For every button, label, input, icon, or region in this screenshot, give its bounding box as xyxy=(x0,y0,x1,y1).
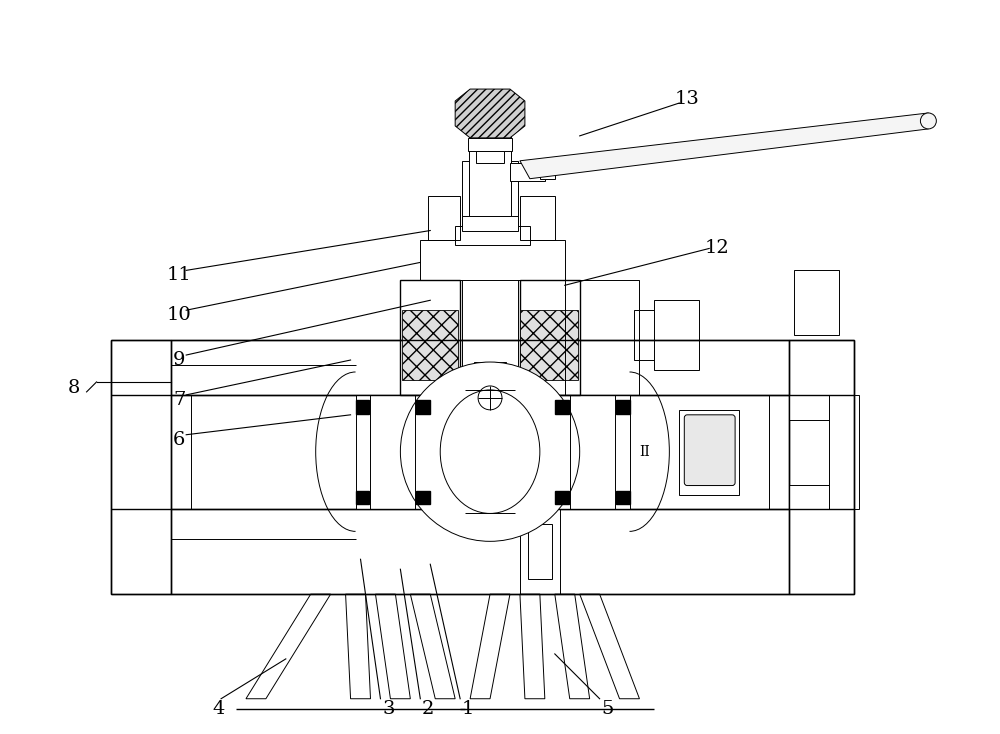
Bar xyxy=(356,400,369,414)
Bar xyxy=(540,169,555,178)
Bar xyxy=(679,410,739,495)
Text: 5: 5 xyxy=(601,700,614,718)
Bar xyxy=(462,161,518,395)
Bar xyxy=(356,395,430,509)
Bar xyxy=(829,395,859,509)
Bar xyxy=(794,270,839,335)
Circle shape xyxy=(400,362,580,542)
Polygon shape xyxy=(455,89,525,138)
Bar xyxy=(789,395,829,420)
Text: 3: 3 xyxy=(382,700,395,718)
Bar xyxy=(455,225,530,245)
Text: 10: 10 xyxy=(167,306,192,324)
Bar xyxy=(616,400,630,414)
Bar xyxy=(356,490,369,504)
Text: II: II xyxy=(639,445,650,459)
Bar xyxy=(171,509,789,594)
Bar xyxy=(462,216,518,230)
Bar xyxy=(789,340,854,594)
FancyBboxPatch shape xyxy=(684,415,735,486)
Bar xyxy=(510,163,545,181)
Bar xyxy=(520,280,580,395)
Bar xyxy=(697,428,717,468)
Bar xyxy=(428,196,460,241)
Bar xyxy=(520,280,580,395)
Text: 9: 9 xyxy=(173,351,185,369)
Bar xyxy=(555,400,569,414)
Bar xyxy=(171,509,789,594)
Text: 4: 4 xyxy=(213,700,225,718)
Bar xyxy=(565,280,639,395)
Bar xyxy=(476,150,504,163)
Bar xyxy=(789,340,854,594)
Bar xyxy=(171,340,789,395)
Bar xyxy=(555,490,569,504)
Text: 2: 2 xyxy=(422,700,434,718)
Bar xyxy=(400,280,460,395)
Bar xyxy=(111,340,171,594)
Text: 6: 6 xyxy=(173,431,185,448)
Bar xyxy=(416,490,430,504)
Bar xyxy=(616,490,630,504)
Bar xyxy=(520,310,578,380)
Text: 12: 12 xyxy=(705,239,730,258)
Bar xyxy=(111,340,171,594)
Bar xyxy=(794,270,839,335)
Text: 8: 8 xyxy=(67,379,80,397)
Bar xyxy=(520,509,560,594)
Bar xyxy=(171,340,789,395)
Bar xyxy=(469,111,511,216)
Circle shape xyxy=(920,113,936,129)
Bar xyxy=(528,524,552,579)
Bar xyxy=(528,524,552,579)
Text: 7: 7 xyxy=(173,391,185,409)
Polygon shape xyxy=(520,113,928,178)
Bar xyxy=(402,310,458,380)
Bar xyxy=(520,196,555,241)
Text: 11: 11 xyxy=(167,266,192,284)
Bar xyxy=(171,395,789,509)
Text: I: I xyxy=(438,461,443,475)
Bar xyxy=(428,196,460,241)
Bar xyxy=(555,395,630,509)
Bar xyxy=(654,300,699,370)
Bar xyxy=(474,362,506,390)
Text: 1: 1 xyxy=(462,700,474,718)
Bar xyxy=(420,241,565,280)
Bar xyxy=(468,138,512,150)
Text: 13: 13 xyxy=(675,90,700,108)
Bar xyxy=(416,400,430,414)
Bar xyxy=(689,420,729,484)
Bar xyxy=(565,280,639,395)
Bar xyxy=(634,310,679,360)
Bar xyxy=(400,280,460,395)
Bar xyxy=(789,484,829,509)
Bar xyxy=(520,196,555,241)
